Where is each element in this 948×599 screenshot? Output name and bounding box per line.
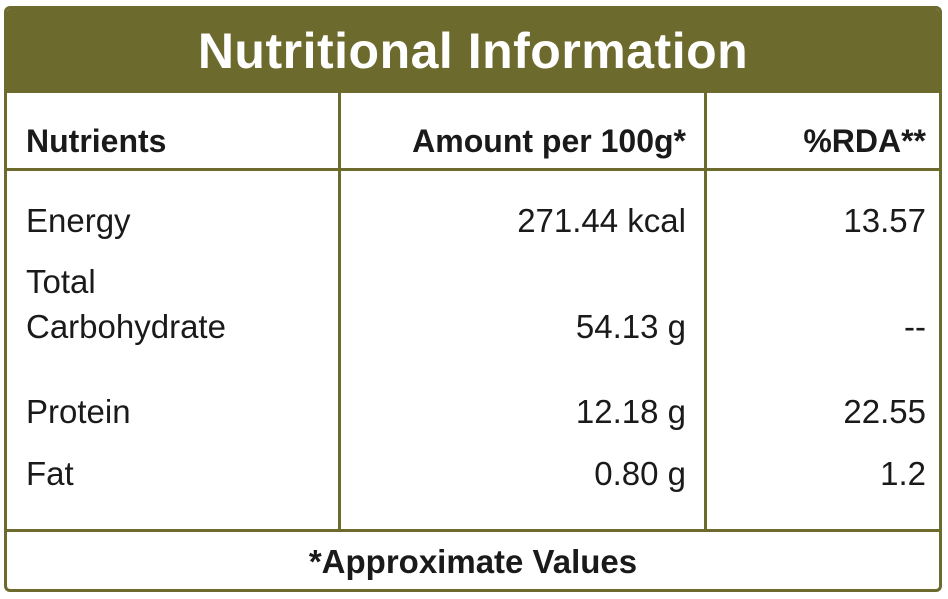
nutrient-rda: 22.55 (843, 393, 926, 430)
header-nutrients: Nutrients (26, 123, 167, 159)
nutrient-name: Protein (26, 393, 131, 430)
nutrient-rda: 13.57 (843, 202, 926, 239)
footnote: *Approximate Values (308, 543, 638, 580)
nutrient-name: Total (26, 263, 96, 300)
nutrient-amount: 54.13 g (575, 308, 686, 345)
nutrient-rda: 1.2 (880, 455, 926, 492)
header-rda: %RDA** (803, 123, 926, 159)
nutrient-name: Carbohydrate (26, 308, 226, 345)
table-title: Nutritional Information (7, 9, 939, 93)
nutrient-rda: -- (904, 308, 926, 345)
nutrient-name: Energy (26, 202, 131, 239)
nutrition-table: Nutritional Information Nutrients Amount… (4, 6, 942, 592)
nutrient-amount: 12.18 g (575, 393, 686, 430)
nutrient-name: Fat (26, 455, 74, 492)
nutrient-amount: 0.80 g (594, 455, 686, 492)
nutrient-amount: 271.44 kcal (517, 202, 686, 239)
header-amount: Amount per 100g* (412, 123, 686, 159)
footer-divider (7, 529, 939, 532)
column-divider (704, 93, 707, 530)
header-divider (7, 168, 939, 171)
column-divider (338, 93, 341, 530)
